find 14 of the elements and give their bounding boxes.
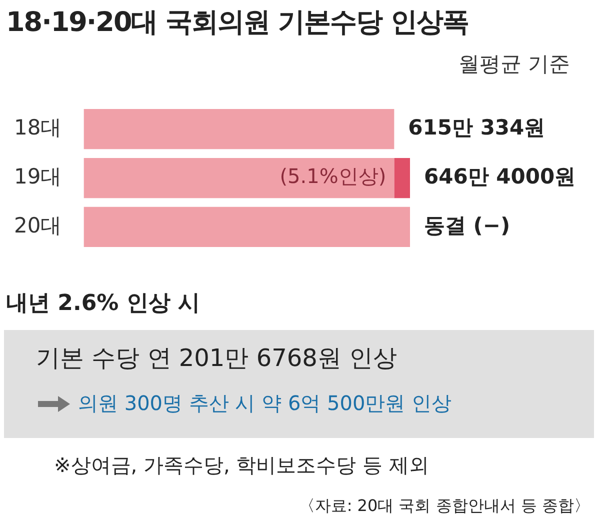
y-tick-label: 20대 <box>14 213 62 238</box>
y-tick-label: 19대 <box>14 164 62 188</box>
text: 내년 2.6% 인상 시 <box>6 290 200 318</box>
text: 월평균 기준 <box>458 51 570 78</box>
annotation: (5.1%인상) <box>280 164 386 188</box>
text: 의원 300명 추산 시 약 6억 500만원 인상 <box>78 390 452 417</box>
total-label: 646만 4000원 <box>424 164 576 188</box>
text: 기본 수당 연 201만 6768원 인상 <box>36 343 398 374</box>
text: ※상여금, 가족수당, 학비보조수당 등 제외 <box>54 452 429 479</box>
chart-title: 18·19·20대 국회의원 기본수당 인상폭 <box>6 6 468 40</box>
y-tick-label: 18대 <box>14 116 62 140</box>
text: 〈자료: 20대 국회 종합안내서 등 종합〉 <box>298 496 590 517</box>
total-label: 동결 (−) <box>424 213 510 238</box>
total-label: 615만 334원 <box>408 116 546 140</box>
